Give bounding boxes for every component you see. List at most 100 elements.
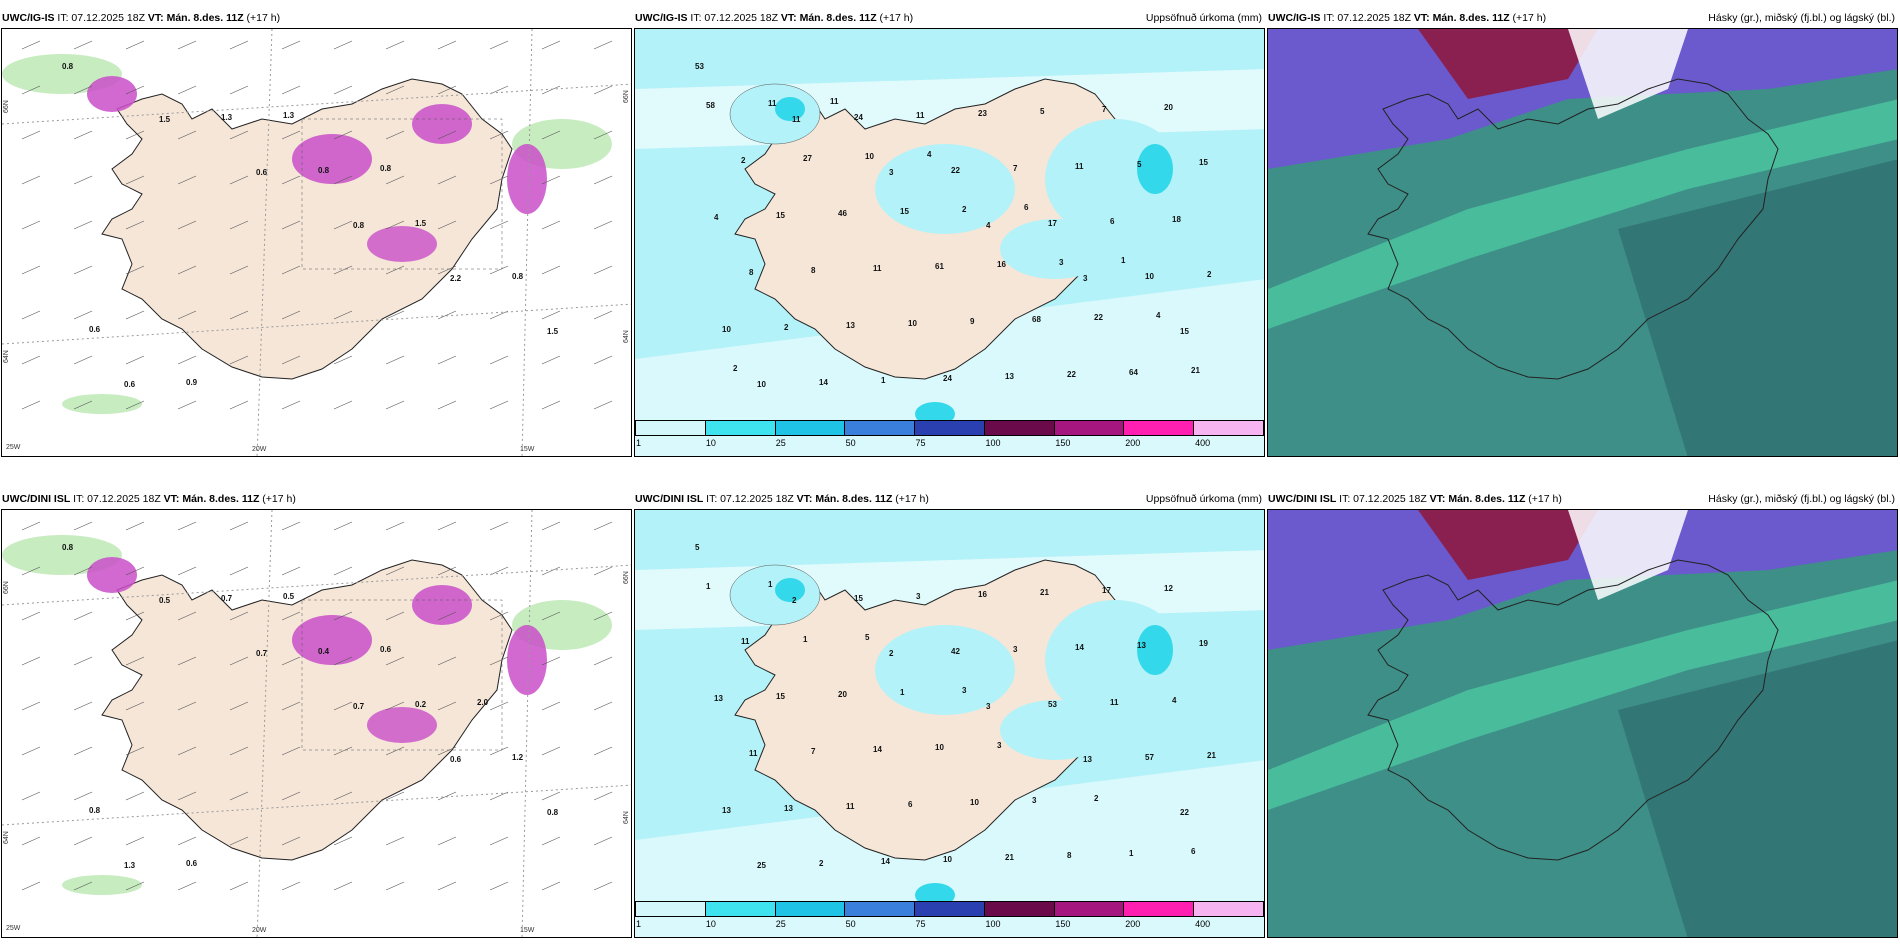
value-label: 14 [819,378,828,387]
wind-barb [593,85,613,95]
init-time: IT: 07.12.2025 18Z [1339,493,1427,505]
wind-barb [125,611,145,621]
wind-barb [593,791,613,801]
value-label: 21 [1191,366,1200,375]
wind-barb [437,746,457,756]
value-label: 11 [1110,698,1119,707]
wind-barb [229,521,249,531]
lead-time: (+17 h) [895,493,929,505]
colorbar-tick: 200 [1125,919,1141,929]
init-time: IT: 07.12.2025 18Z [690,12,778,24]
snow-area [367,707,437,743]
wind-barb [385,265,405,275]
wind-barb [21,611,41,621]
wind-barb [21,566,41,576]
model-name: UWC/IG-IS [2,12,55,24]
cloud-dark-region [1618,640,1897,937]
init-time: IT: 07.12.2025 18Z [706,493,794,505]
wind-barb [437,85,457,95]
value-label: 4 [714,213,719,222]
wind-barb [229,611,249,621]
wind-barb [73,566,93,576]
value-label: 5 [1137,160,1142,169]
value-label: 0.6 [256,168,268,177]
wind-barb [73,265,93,275]
wind-barb [541,310,561,320]
wind-barb [541,521,561,531]
map-area[interactable] [1267,28,1898,457]
value-label: 3 [986,702,991,711]
wind-barb [437,566,457,576]
value-label: 16 [978,590,987,599]
value-label: 15 [854,594,863,603]
colorbar-segment [845,421,916,435]
wind-barb [281,656,301,666]
wind-barb [73,220,93,230]
wind-barb [125,836,145,846]
wind-barb [333,881,353,891]
init-time: IT: 07.12.2025 18Z [1323,12,1411,24]
value-label: 15 [1180,327,1189,336]
value-label: 14 [873,745,882,754]
map-area[interactable]: 0.8 1.5 0.6 0.8 2.2 1.5 0.6 1.3 0.8 1.5 0.8 0.6 0.9 1… [1,28,632,457]
wind-barb [125,40,145,50]
wind-barb [489,355,509,365]
value-label: 64 [1129,368,1138,377]
lat-label: 66N [3,100,10,113]
value-label: 10 [935,743,944,752]
wind-barb [593,40,613,50]
colorbar-segment [775,421,846,435]
lat-label: 64N [623,811,630,824]
wind-barb [593,130,613,140]
wind-barb [281,400,301,410]
value-label: 11 [792,115,801,124]
wind-barb [125,175,145,185]
green-patch [62,875,142,895]
wind-barb [281,836,301,846]
value-label: 4 [1172,696,1177,705]
colorbar-tick: 150 [1055,919,1071,929]
map-area[interactable]: 0.8 0.5 0.7 0.7 0.6 0.8 1.3 0.7 0.4 0.2 1.2 0.8 0.6 0… [1,509,632,938]
colorbar-segment [1194,902,1264,916]
value-label: 20 [838,690,847,699]
colorbar-tick: 400 [1195,919,1211,929]
value-label: 68 [1032,315,1041,324]
panel-header: UWC/IG-IS IT: 07.12.2025 18Z VT: Mán. 8.… [634,8,1265,28]
colorbar-tick: 200 [1125,438,1141,448]
precip-area [729,564,821,626]
map-area[interactable]: 53 11 3 4 3 15 10 24 22 17 10 10 14 11 7 6 2 2 1 23 11 18 8 13 2… [634,28,1265,457]
wind-barb [73,175,93,185]
panel-title-left: UWC/IG-IS IT: 07.12.2025 18Z VT: Mán. 8.… [1268,8,1546,28]
wind-barb [385,310,405,320]
value-label: 15 [1199,158,1208,167]
value-label: 2 [1094,794,1099,803]
colorbar-tick: 50 [845,919,856,929]
wind-barb [73,521,93,531]
wind-barb [125,265,145,275]
value-label: 1 [1121,256,1126,265]
value-label: 2 [962,205,967,214]
value-label: 11 [768,99,777,108]
lead-time: (+17 h) [1512,12,1547,24]
value-label: 6 [1110,217,1115,226]
value-label: 3 [962,686,967,695]
value-label: 8 [1067,851,1072,860]
map-area[interactable] [1267,509,1898,938]
wind-barb [385,746,405,756]
panel-header: UWC/DINI ISL IT: 07.12.2025 18Z VT: Mán.… [1267,489,1898,509]
wind-barb [541,836,561,846]
value-label: 1 [1129,849,1134,858]
wind-barb [21,400,41,410]
wind-barb [281,521,301,531]
colorbar-tick: 150 [1055,438,1071,448]
value-label: 7 [1102,105,1107,114]
panel-title-left: UWC/DINI ISL IT: 07.12.2025 18Z VT: Mán.… [2,489,296,509]
wind-barb [489,310,509,320]
wind-barb [541,85,561,95]
wind-barb [21,265,41,275]
wind-barb [541,611,561,621]
map-area[interactable]: 5 2 2 3 13 22 25 15 42 53 57 13 2 3 3 11 21 13 14 16 14 4 11 11… [634,509,1265,938]
wind-barb [489,836,509,846]
wind-barb [73,791,93,801]
value-label: 0.8 [318,166,330,175]
